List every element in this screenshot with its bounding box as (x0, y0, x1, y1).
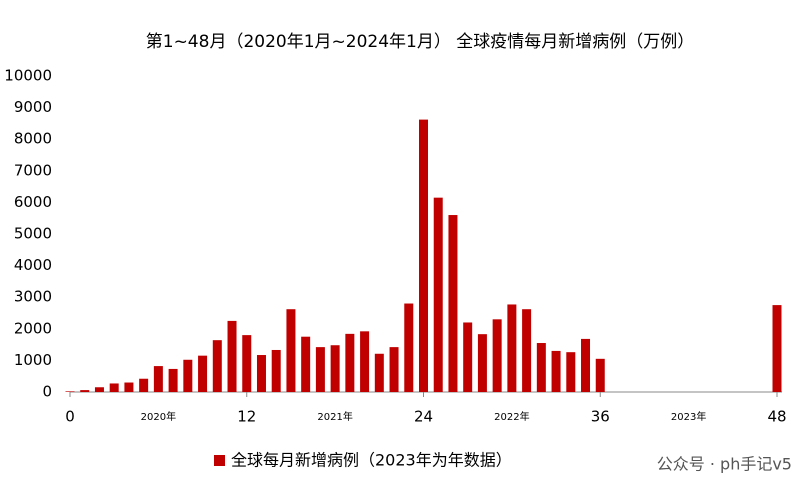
year-label: 2021年 (317, 410, 352, 423)
year-label: 2020年 (141, 410, 176, 423)
bar (389, 347, 399, 392)
y-tick-label: 7000 (14, 161, 52, 179)
bar (139, 378, 149, 392)
y-tick-label: 4000 (14, 256, 52, 274)
y-tick-label: 9000 (14, 98, 52, 116)
y-tick-label: 2000 (14, 319, 52, 337)
bar (374, 353, 384, 392)
bar (772, 305, 782, 392)
y-tick-label: 5000 (14, 225, 52, 243)
bar (360, 331, 370, 392)
y-tick-label: 3000 (14, 288, 52, 306)
bar (212, 340, 222, 392)
bar (109, 383, 119, 392)
bar (448, 215, 458, 392)
x-tick-label: 0 (65, 408, 75, 426)
bar (168, 368, 178, 392)
bar (566, 352, 576, 392)
x-tick-label: 48 (767, 408, 786, 426)
bar (315, 347, 325, 392)
legend-swatch (214, 455, 225, 466)
bar (477, 334, 487, 392)
y-tick-label: 1000 (14, 351, 52, 369)
bar (198, 355, 208, 392)
bar (124, 382, 134, 392)
bar (330, 345, 340, 392)
year-label: 2023年 (671, 410, 706, 423)
bar (595, 358, 605, 392)
bar (345, 333, 355, 392)
x-tick-label: 36 (591, 408, 610, 426)
bar (153, 366, 163, 392)
bar (404, 303, 414, 392)
year-label: 2022年 (494, 410, 529, 423)
bar (492, 319, 502, 392)
bar (65, 391, 75, 392)
bar (301, 336, 311, 392)
chart-title: 第1~48月（2020年1月~2024年1月） 全球疫情每月新增病例（万例） (146, 32, 695, 52)
bar (536, 343, 546, 392)
bar (551, 350, 561, 392)
legend-label: 全球每月新增病例（2023年为年数据） (231, 451, 512, 470)
x-tick-label: 24 (414, 408, 433, 426)
y-tick-label: 8000 (14, 130, 52, 148)
bar (227, 320, 237, 392)
bar (286, 309, 296, 392)
bar (271, 349, 281, 392)
bar (242, 335, 252, 392)
bar (581, 338, 591, 392)
y-tick-label: 10000 (4, 67, 52, 85)
bar (94, 387, 104, 392)
x-tick-label: 12 (237, 408, 256, 426)
bar (522, 309, 532, 392)
bar (463, 322, 473, 392)
bar (507, 304, 517, 392)
bar (183, 359, 193, 392)
y-tick-label: 6000 (14, 193, 52, 211)
bar (256, 355, 266, 392)
y-tick-label: 0 (42, 383, 52, 401)
bar (419, 119, 428, 392)
bar (80, 390, 90, 392)
bar (433, 197, 443, 392)
watermark: 公众号 · ph手记v5 (657, 455, 792, 474)
